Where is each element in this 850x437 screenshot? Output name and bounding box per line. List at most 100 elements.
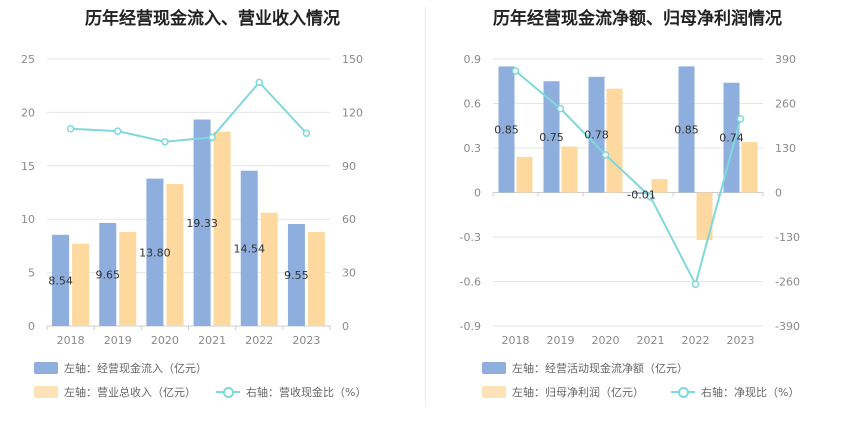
legend-line-marker: [671, 386, 695, 398]
bar-secondary-2021: [213, 131, 231, 326]
right-axis-tick: 0: [342, 320, 349, 333]
x-axis-tick-label: 2022: [245, 334, 273, 347]
legend-line-marker: [216, 386, 240, 398]
bar-secondary-2019: [561, 146, 578, 193]
legend-item-net-cash-flow[interactable]: 左轴：经营活动现金流净额（亿元）: [482, 360, 688, 376]
bar-value-label: 0.85: [494, 123, 519, 136]
left-axis-tick: -0.3: [460, 231, 481, 244]
bar-secondary-2022: [260, 212, 278, 326]
left-axis-tick: 25: [21, 53, 35, 66]
bar-value-label: 14.54: [234, 242, 266, 255]
ratio-line: [70, 80, 308, 143]
legend-item-cash-inflow[interactable]: 左轴：经营现金流入（亿元）: [34, 360, 207, 376]
legend-swatch: [482, 386, 506, 398]
bar-value-label: 19.33: [186, 217, 218, 230]
right-axis-tick: 60: [342, 213, 356, 226]
bar-primary-2018: [52, 234, 70, 326]
ratio-point-2022: [255, 78, 263, 87]
left-axis-tick: 5: [28, 267, 35, 280]
x-axis-tick-label: 2019: [104, 334, 132, 347]
ratio-point-2023: [302, 129, 311, 137]
bar-value-label: -0.01: [627, 189, 655, 202]
bar-primary-2019: [99, 222, 117, 326]
legend-item-revenue[interactable]: 左轴：营业总收入（亿元）: [34, 384, 196, 400]
ratio-point-2019: [114, 127, 122, 135]
bar-secondary-2018: [516, 156, 533, 193]
bar-value-label: 0.74: [719, 132, 744, 145]
legend-swatch: [482, 362, 506, 374]
ratio-point-2018: [66, 125, 75, 133]
x-axis-tick-label: 2022: [682, 334, 710, 347]
legend-item-net-cash-ratio[interactable]: 右轴：净现比（%）: [671, 384, 799, 400]
chart-title: 历年经营现金流净额、归母净利润情况: [493, 9, 782, 29]
right-axis-tick: -260: [775, 276, 800, 289]
x-axis-tick-label: 2020: [151, 334, 179, 347]
legend-swatch: [34, 362, 58, 374]
legend-item-revenue-cash-ratio[interactable]: 右轴：营收现金比（%）: [216, 384, 366, 400]
chart-plot: 0 5 10 15 20 25 0 30 60 90 120 150 2018 2019 2020 2021 2…: [21, 53, 363, 347]
ratio-point-2023: [736, 115, 745, 123]
chart-plot: -0.9 -0.6 -0.3 0 0.3 0.6 0.9 -390 -260 -130 0 130 26…: [460, 53, 800, 347]
left-axis-tick: 0: [474, 187, 481, 200]
x-axis-tick-label: 2020: [592, 334, 620, 347]
x-axis-tick-label: 2018: [502, 334, 530, 347]
right-axis-tick: -390: [775, 320, 800, 333]
bar-secondary-2020: [606, 88, 623, 193]
right-axis-tick: 0: [775, 187, 782, 200]
bar-secondary-2023: [307, 232, 325, 326]
ratio-point-2019: [556, 104, 565, 113]
legend-label: 左轴：经营现金流入（亿元）: [64, 362, 207, 375]
ratio-point-2021: [646, 193, 655, 201]
x-axis-tick-label: 2021: [198, 334, 226, 347]
bar-primary-2022: [240, 170, 258, 326]
legend-label: 右轴：营收现金比（%）: [246, 386, 367, 399]
left-axis-tick: 0.6: [464, 98, 482, 111]
ratio-point-2020: [161, 138, 169, 146]
bar-secondary-2018: [72, 243, 90, 326]
bar-primary-2018: [498, 66, 515, 193]
legend-label: 左轴：营业总收入（亿元）: [64, 386, 196, 399]
bar-primary-2023: [287, 224, 305, 326]
right-axis-tick: 30: [342, 267, 356, 280]
chart-title: 历年经营现金流入、营业收入情况: [85, 9, 340, 29]
left-axis-tick: 0.3: [464, 142, 482, 155]
bar-primary-2020: [588, 76, 605, 193]
left-axis-tick: 15: [21, 160, 35, 173]
legend-item-net-profit[interactable]: 左轴：归母净利润（亿元）: [482, 384, 644, 400]
bar-primary-2021: [633, 192, 650, 194]
chart-panel-net-cash-flow: 历年经营现金流净额、归母净利润情况 -0.9 -0.6 -0.3 0 0.3 0.6 0.9…: [425, 0, 850, 437]
panel-divider: [425, 6, 426, 406]
bar-secondary-2019: [119, 232, 137, 326]
bar-secondary-2022: [696, 192, 713, 240]
right-axis-tick: 90: [342, 160, 356, 173]
bar-primary-2019: [543, 81, 560, 193]
left-axis-tick: 20: [21, 106, 35, 119]
bar-primary-2022: [678, 66, 695, 193]
right-axis-tick: -130: [775, 231, 800, 244]
bar-secondary-2021: [651, 179, 668, 193]
left-axis-tick: -0.6: [460, 276, 481, 289]
x-axis-tick-label: 2021: [637, 334, 665, 347]
bar-value-label: 0.75: [539, 131, 564, 144]
right-axis-tick: 150: [342, 53, 363, 66]
ratio-point-2020: [601, 151, 610, 159]
left-axis-tick: 0: [28, 320, 35, 333]
bar-value-label: 0.78: [584, 129, 609, 142]
left-axis-tick: 10: [21, 213, 35, 226]
ratio-point-2021: [208, 133, 216, 142]
legend-label: 右轴：净现比（%）: [701, 386, 800, 399]
legend-swatch: [34, 386, 58, 398]
x-axis-tick-label: 2023: [292, 334, 320, 347]
chart-panel-cash-inflow: 历年经营现金流入、营业收入情况 0 5 10 15 20 25 0 30 60 90 120 150 2…: [21, 9, 366, 400]
bar-value-label: 9.65: [96, 268, 121, 281]
bar-primary-2020: [146, 178, 164, 326]
bar-primary-2021: [193, 119, 211, 326]
legend-label: 左轴：归母净利润（亿元）: [512, 386, 644, 399]
right-axis-tick: 260: [775, 98, 796, 111]
left-axis-tick: 0.9: [464, 53, 482, 66]
x-axis-tick-label: 2023: [727, 334, 755, 347]
bar-value-label: 13.80: [139, 246, 171, 259]
ratio-line: [514, 70, 742, 287]
ratio-point-2018: [511, 67, 520, 75]
left-axis-tick: -0.9: [460, 320, 481, 333]
